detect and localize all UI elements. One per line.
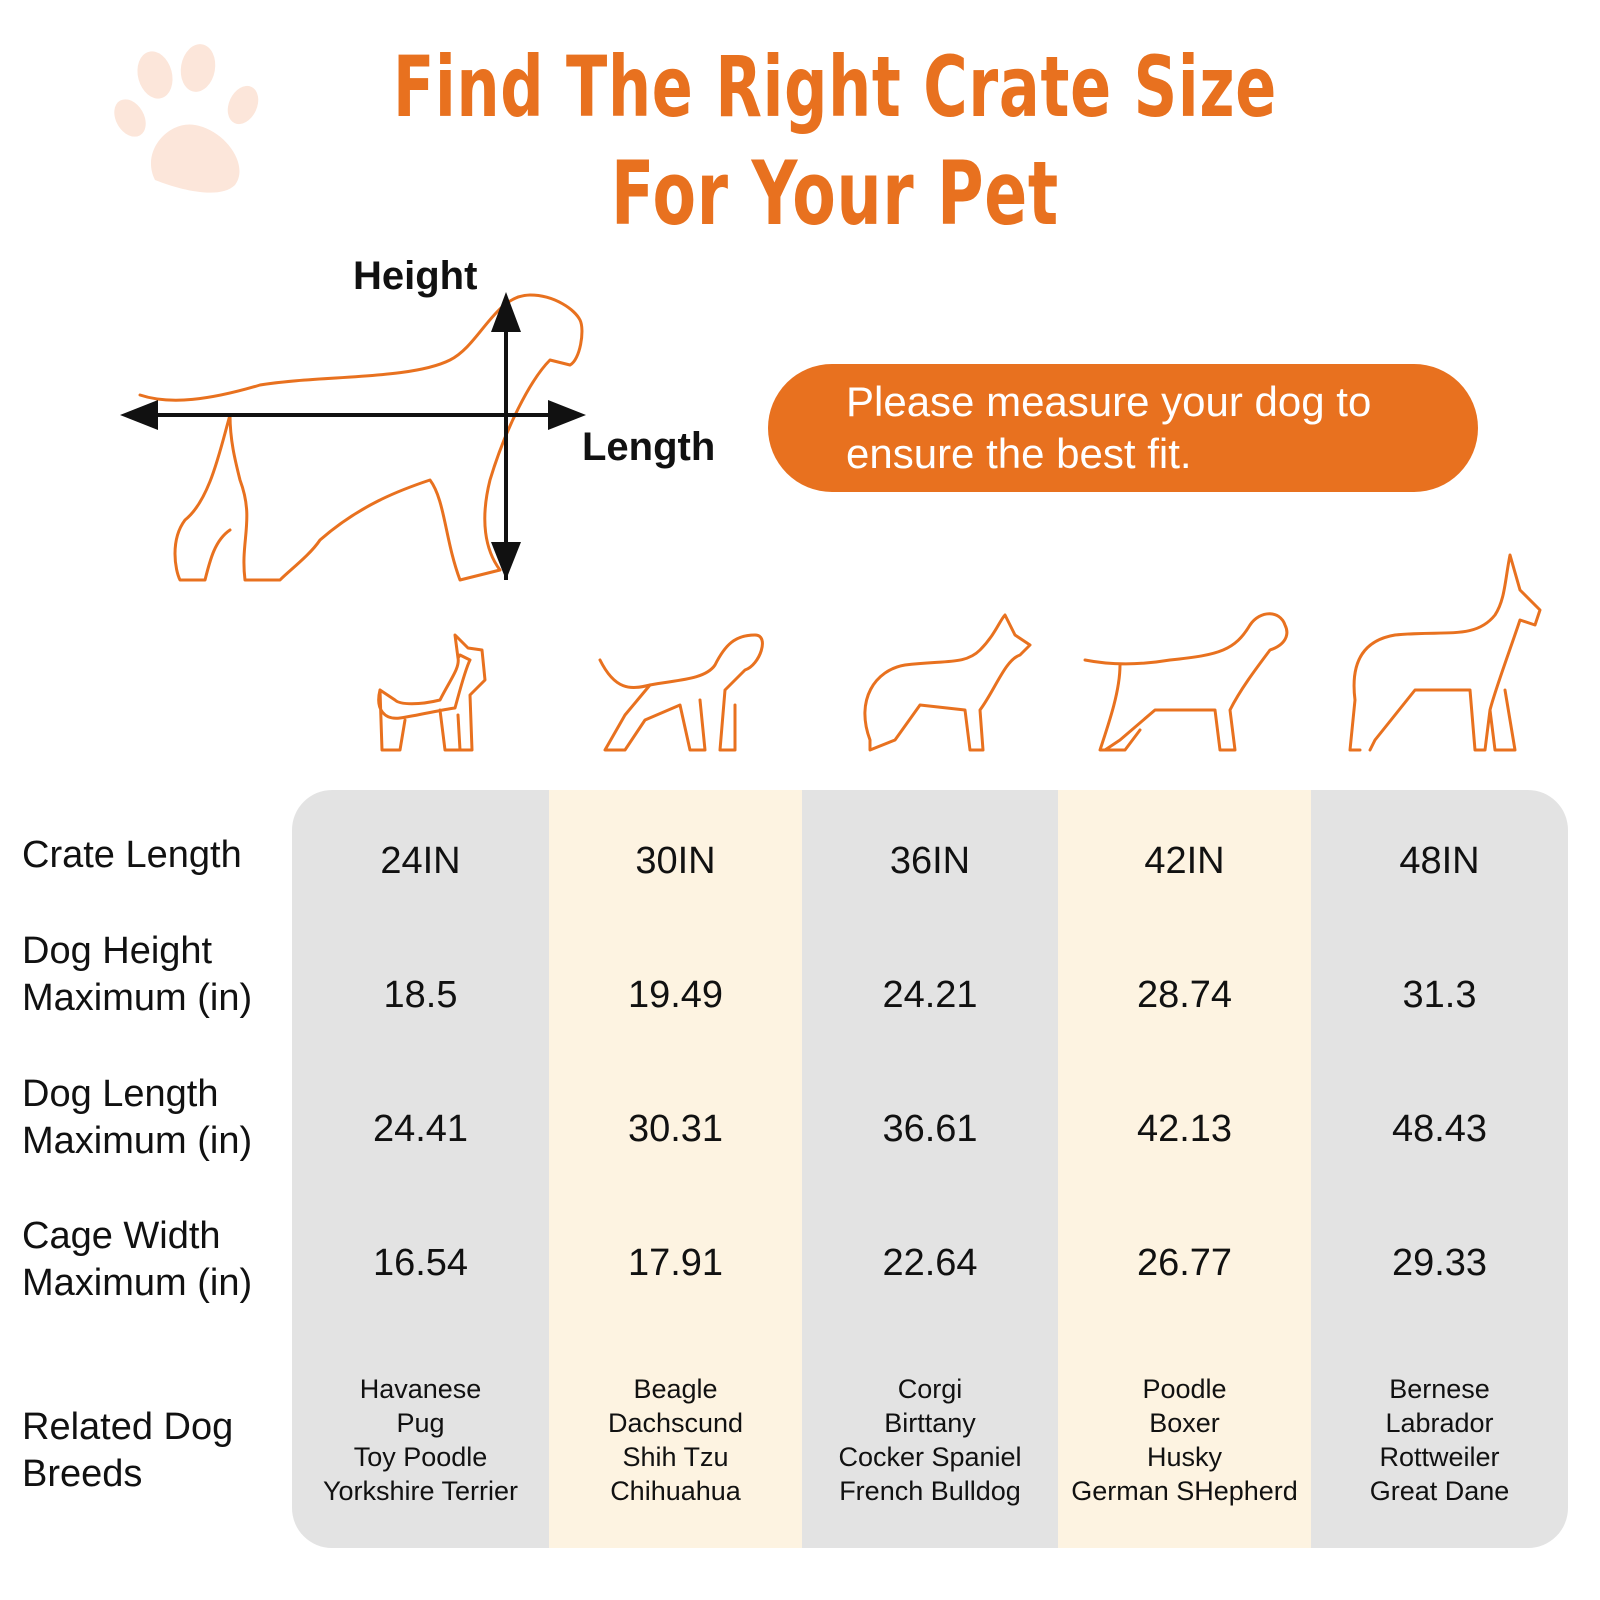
breed-name: Boxer	[1149, 1408, 1220, 1438]
great-dane-icon	[1348, 553, 1542, 752]
breed-name: Chihuahua	[610, 1476, 741, 1506]
cell-crate-length: 42IN	[1144, 840, 1225, 882]
cell-cage-width: 17.91	[627, 1242, 724, 1284]
cell-dog-length: 48.43	[1391, 1108, 1488, 1150]
row-label-dog-height: Dog Height Maximum (in)	[22, 928, 252, 1022]
breed-name: Bernese	[1389, 1374, 1490, 1404]
cell-dog-height: 24.21	[882, 974, 978, 1016]
cell-crate-length: 36IN	[889, 840, 971, 882]
row-label-line: Dog Length	[22, 1073, 219, 1115]
breed-name: Cocker Spaniel	[838, 1442, 1022, 1472]
row-label-line: Maximum (in)	[22, 977, 253, 1019]
breed-name: Labrador	[1385, 1408, 1494, 1438]
row-label-line: Cage Width	[22, 1215, 221, 1257]
breed-name: Yorkshire Terrier	[322, 1476, 519, 1506]
breed-name: Birttany	[884, 1408, 976, 1438]
cell-dog-height: 18.5	[383, 974, 458, 1016]
row-label-crate-length: Crate Length	[22, 834, 242, 876]
cell-breeds: Havanese Pug Toy Poodle Yorkshire Terrier	[292, 1372, 549, 1508]
cell-dog-height: 28.74	[1136, 974, 1233, 1016]
row-label-line: Related Dog	[22, 1406, 234, 1448]
dog-measurement-diagram	[120, 292, 586, 582]
medium-dog-icon	[598, 633, 764, 752]
size-table: 24IN 18.5 24.41 16.54 Havanese Pug Toy Poodle Y…	[292, 790, 1568, 1548]
breed-name: Husky	[1146, 1442, 1222, 1472]
size-column: 42IN 28.74 42.13 26.77 Poodle Boxer Husky Germa…	[1058, 790, 1311, 1548]
small-dog-icon	[377, 633, 487, 752]
measure-notice: Please measure your dog to ensure the be…	[768, 364, 1478, 492]
size-column: 48IN 31.3 48.43 29.33 Bernese Labrador Rottwei…	[1311, 790, 1568, 1548]
cell-dog-length: 30.31	[627, 1108, 724, 1150]
title-line-2: For Your Pet	[611, 142, 1059, 245]
breed-name: Toy Poodle	[353, 1442, 488, 1472]
size-column: 30IN 19.49 30.31 17.91 Beagle Dachscund Shih T…	[549, 790, 802, 1548]
cell-breeds: Poodle Boxer Husky German SHepherd	[1058, 1372, 1311, 1508]
row-label-line: Dog Height	[22, 930, 213, 972]
cell-dog-height: 31.3	[1402, 974, 1477, 1016]
row-label-breeds: Related Dog Breeds	[22, 1404, 233, 1498]
breed-name: French Bulldog	[839, 1476, 1021, 1506]
breed-name: Pug	[396, 1408, 445, 1438]
breed-name: Shih Tzu	[622, 1442, 729, 1472]
breed-name: Rottweiler	[1379, 1442, 1500, 1472]
row-label-dog-length: Dog Length Maximum (in)	[22, 1071, 252, 1165]
cell-cage-width: 29.33	[1391, 1242, 1488, 1284]
row-label-line: Maximum (in)	[22, 1120, 253, 1162]
length-label: Length	[582, 425, 716, 469]
breed-name: Poodle	[1142, 1374, 1227, 1404]
row-label-line: Breeds	[22, 1453, 143, 1495]
height-label: Height	[353, 254, 478, 298]
title-line-1: Find The Right Crate Size	[393, 38, 1277, 136]
husky-icon	[863, 613, 1032, 752]
dog-silhouettes	[377, 553, 1542, 752]
cell-dog-length: 24.41	[372, 1108, 469, 1150]
size-column: 24IN 18.5 24.41 16.54 Havanese Pug Toy Poodle Y…	[292, 790, 549, 1548]
cell-breeds: Beagle Dachscund Shih Tzu Chihuahua	[549, 1372, 802, 1508]
breed-name: Corgi	[897, 1374, 963, 1404]
paw-print-icon	[114, 44, 259, 193]
row-label-cage-width: Cage Width Maximum (in)	[22, 1213, 252, 1307]
retriever-icon	[1083, 612, 1289, 752]
size-column: 36IN 24.21 36.61 22.64 Corgi Birttany Cocker S…	[802, 790, 1058, 1548]
cell-crate-length: 48IN	[1399, 840, 1480, 882]
cell-cage-width: 22.64	[882, 1242, 978, 1284]
cell-dog-length: 36.61	[882, 1108, 978, 1150]
cell-dog-height: 19.49	[627, 974, 724, 1016]
breed-name: German SHepherd	[1071, 1476, 1298, 1506]
cell-breeds: Corgi Birttany Cocker Spaniel French Bulldo…	[802, 1372, 1058, 1508]
breed-name: Dachscund	[607, 1408, 744, 1438]
breed-name: Beagle	[633, 1374, 718, 1404]
cell-cage-width: 26.77	[1136, 1242, 1233, 1284]
cell-dog-length: 42.13	[1136, 1108, 1233, 1150]
cell-cage-width: 16.54	[372, 1242, 469, 1284]
cell-crate-length: 24IN	[380, 840, 461, 882]
cell-crate-length: 30IN	[635, 840, 716, 882]
breed-name: Great Dane	[1369, 1476, 1510, 1506]
row-label-line: Maximum (in)	[22, 1262, 253, 1304]
cell-breeds: Bernese Labrador Rottweiler Great Dane	[1311, 1372, 1568, 1508]
breed-name: Havanese	[359, 1374, 482, 1404]
